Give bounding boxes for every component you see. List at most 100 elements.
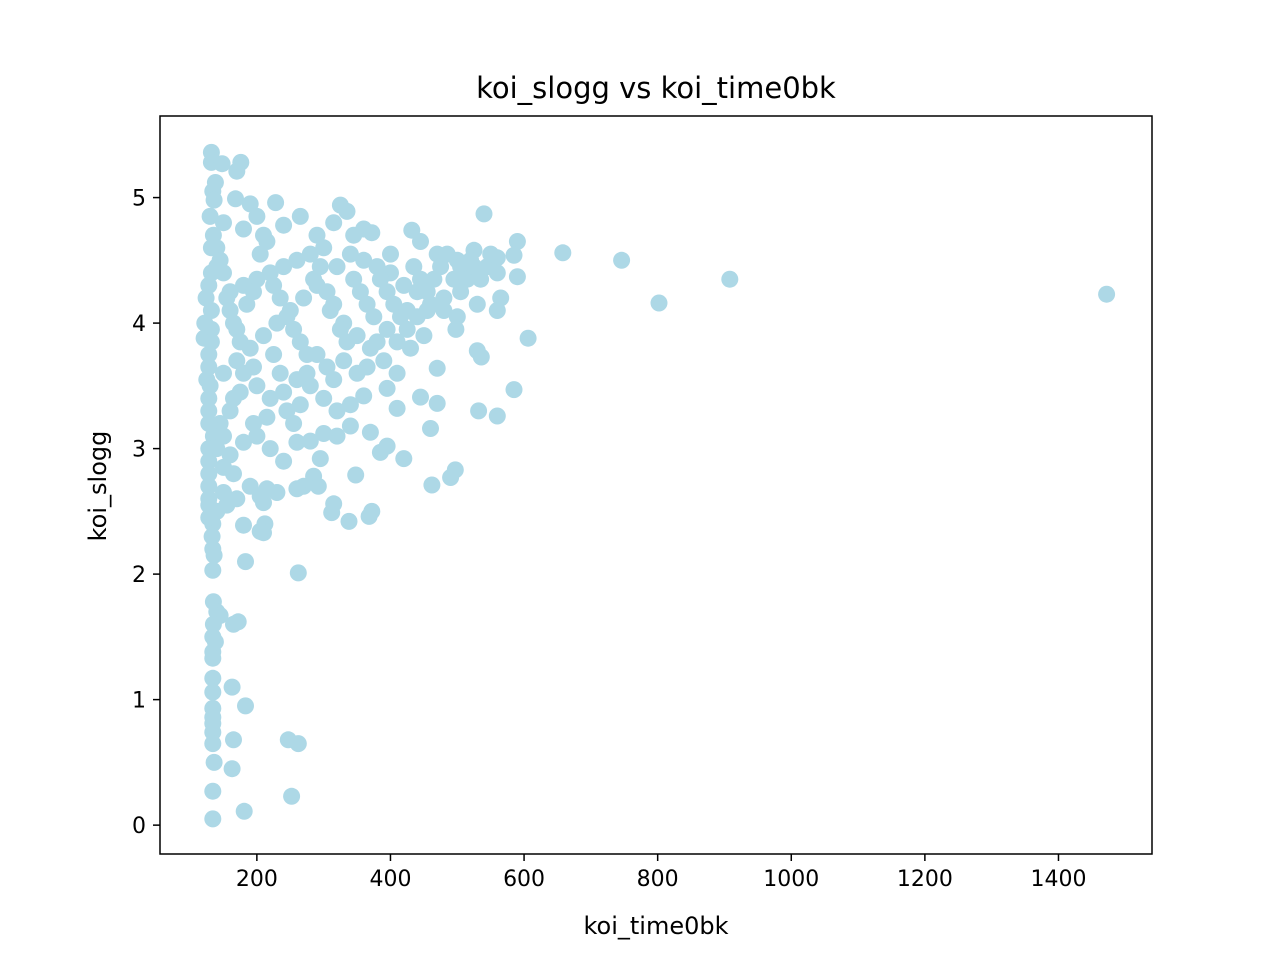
data-point [228, 352, 246, 370]
data-point [402, 339, 419, 357]
data-point [358, 358, 376, 376]
data-point [237, 553, 254, 571]
data-point [446, 461, 464, 479]
data-point [335, 352, 353, 370]
data-point [271, 289, 289, 307]
data-point [204, 615, 222, 633]
data-point [200, 440, 218, 458]
data-point [382, 245, 399, 263]
data-point [225, 465, 242, 483]
data-point [200, 346, 218, 363]
data-point [228, 162, 246, 180]
data-point [318, 283, 336, 301]
y-tick-label: 5 [132, 187, 146, 212]
data-point [425, 270, 443, 288]
x-axis: 200 400 600 800 1000 1200 1400 [236, 854, 1086, 892]
data-point [201, 207, 219, 225]
data-point [275, 452, 293, 470]
data-point [435, 289, 453, 307]
data-point [215, 427, 232, 445]
x-tick-label: 200 [236, 867, 278, 892]
data-point [355, 251, 373, 269]
data-point [289, 735, 307, 753]
data-point [225, 731, 242, 749]
data-point [245, 415, 262, 432]
data-point [215, 484, 232, 501]
data-point [488, 302, 506, 319]
data-point [200, 389, 218, 407]
data-point [462, 251, 480, 269]
data-point [215, 214, 232, 232]
data-point [395, 450, 413, 468]
data-point [255, 494, 272, 512]
data-point [200, 402, 218, 420]
data-point [375, 352, 393, 370]
data-point [398, 320, 416, 338]
data-point [428, 359, 446, 377]
x-tick-label: 800 [637, 867, 679, 892]
data-point [261, 440, 279, 458]
data-point [205, 753, 223, 771]
x-tick-label: 1000 [763, 867, 819, 892]
data-point [347, 466, 365, 484]
data-point [508, 268, 526, 286]
data-point [275, 383, 293, 401]
y-axis: 0 1 2 3 4 5 [132, 187, 160, 839]
data-point [288, 433, 306, 451]
data-point [448, 308, 466, 326]
data-point [338, 202, 356, 220]
data-point [341, 396, 359, 414]
data-point [412, 270, 429, 288]
y-tick-label: 0 [132, 814, 146, 839]
data-point [338, 333, 356, 351]
data-point [351, 283, 369, 301]
data-point [251, 245, 269, 263]
data-point [505, 246, 523, 264]
data-point [202, 320, 220, 338]
data-point [291, 396, 309, 414]
data-point [255, 327, 272, 345]
data-point [472, 270, 490, 288]
data-point [328, 402, 346, 420]
data-point [255, 524, 272, 542]
data-point [650, 294, 668, 312]
data-point [418, 302, 436, 319]
data-point [1098, 285, 1116, 303]
data-point [229, 613, 247, 631]
data-point [438, 245, 456, 263]
data-point [554, 244, 572, 262]
data-point [315, 239, 333, 257]
data-point [305, 270, 323, 288]
data-point [341, 417, 359, 435]
data-point [283, 787, 301, 805]
data-point [261, 389, 279, 407]
data-point [458, 270, 476, 288]
data-point [395, 276, 413, 294]
data-point [519, 329, 537, 347]
data-point [378, 283, 396, 301]
data-point [412, 233, 429, 250]
data-point [505, 381, 523, 399]
data-point [325, 295, 343, 313]
data-point [328, 258, 346, 276]
data-point [488, 407, 506, 425]
data-point [204, 561, 222, 579]
data-point [221, 446, 239, 464]
data-point [325, 371, 343, 389]
data-point [202, 302, 220, 319]
data-point [258, 408, 276, 426]
data-point [245, 358, 262, 376]
data-point [428, 394, 446, 412]
data-point [291, 333, 309, 351]
data-point [288, 251, 306, 269]
data-point [235, 220, 252, 238]
data-point [258, 233, 276, 250]
points-layer [195, 143, 1116, 828]
data-point [200, 415, 218, 432]
data-point [200, 496, 218, 514]
data-point [345, 270, 363, 288]
data-point [405, 258, 423, 276]
data-point [235, 802, 253, 820]
data-point [363, 224, 381, 242]
data-point [301, 245, 319, 263]
